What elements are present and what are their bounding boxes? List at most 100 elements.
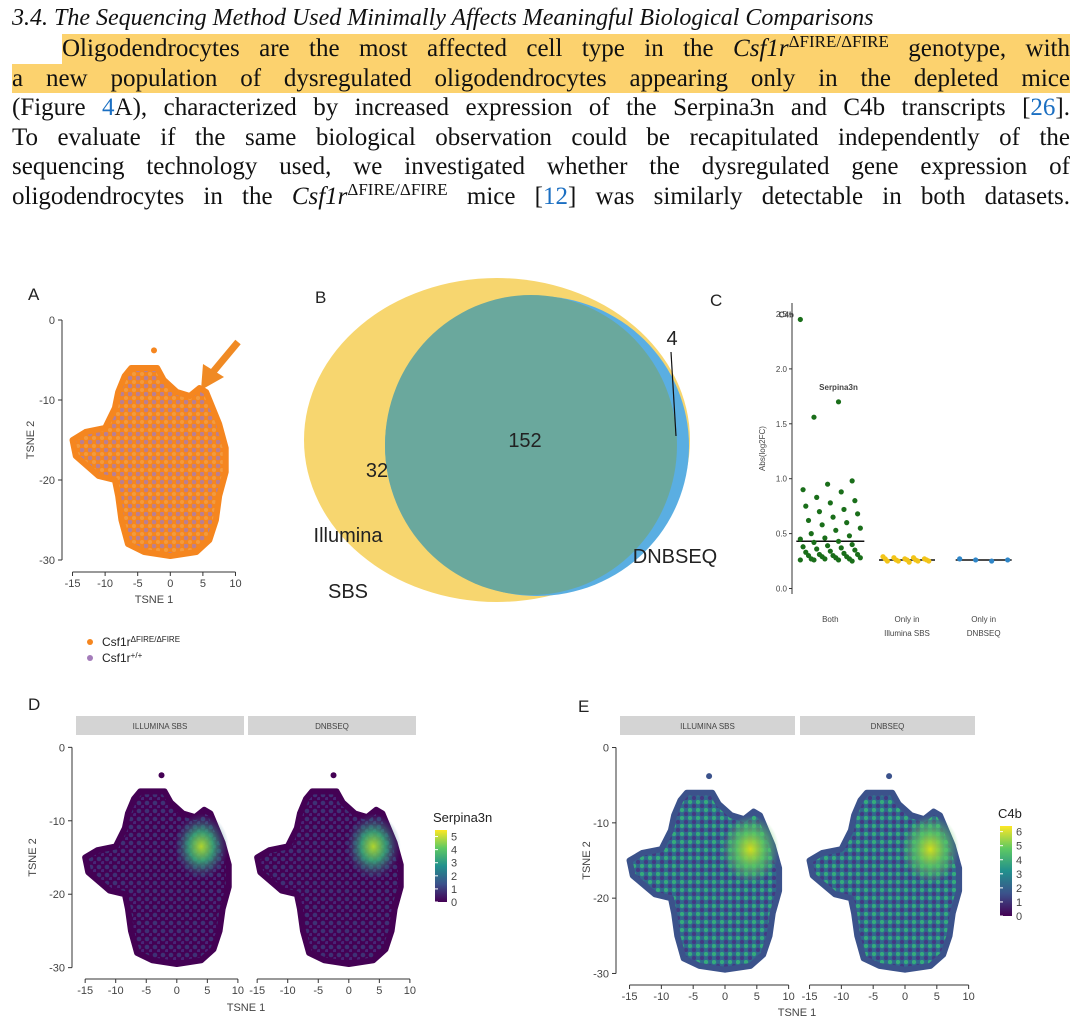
point bbox=[957, 556, 963, 562]
point bbox=[805, 517, 812, 524]
legend-swatch bbox=[87, 639, 93, 645]
point bbox=[989, 558, 995, 564]
y-tick-label: -30 bbox=[49, 963, 65, 975]
y-tick-label: -20 bbox=[593, 893, 609, 905]
x-tick-label: -5 bbox=[688, 991, 698, 1003]
point bbox=[825, 543, 831, 549]
colorbar-label: 1 bbox=[451, 884, 457, 896]
facet-label: DNBSEQ bbox=[871, 722, 905, 731]
arrow-shaft bbox=[210, 339, 241, 375]
facet-strip bbox=[248, 716, 416, 735]
point bbox=[855, 511, 861, 517]
panel-label: E bbox=[578, 697, 589, 716]
point bbox=[833, 527, 839, 533]
text-line: To evaluate if the same biological obser… bbox=[12, 123, 1070, 153]
point bbox=[830, 514, 836, 520]
facet-label: ILLUMINA SBS bbox=[680, 722, 735, 731]
panel-label: B bbox=[315, 288, 326, 307]
x-tick-label: -15 bbox=[802, 991, 818, 1003]
point bbox=[822, 535, 828, 541]
colorbar-label: 4 bbox=[1016, 855, 1022, 867]
x-tick-label: 10 bbox=[963, 991, 975, 1003]
text: ] was similarly detectable in both datas… bbox=[568, 182, 1070, 210]
point-label: Serpina3n bbox=[819, 383, 858, 392]
point bbox=[816, 509, 823, 515]
x-tick-label: -10 bbox=[108, 985, 124, 997]
x-tick-label: -10 bbox=[653, 991, 669, 1003]
text: (Figure bbox=[12, 94, 103, 121]
expression-hotspot bbox=[173, 813, 229, 880]
legend-text: Csf1r bbox=[102, 651, 131, 665]
colorbar bbox=[435, 830, 447, 902]
point bbox=[926, 558, 932, 564]
point bbox=[973, 557, 979, 563]
cell-cloud bbox=[330, 772, 337, 779]
panel-label: C bbox=[710, 291, 722, 310]
point bbox=[814, 546, 820, 552]
figure-link[interactable]: 4 bbox=[102, 94, 115, 121]
arrow-head bbox=[201, 364, 224, 390]
cell-cloud bbox=[886, 773, 893, 780]
point bbox=[846, 533, 853, 539]
y-tick-label: 1.5 bbox=[776, 420, 788, 429]
y-tick-label: -10 bbox=[593, 818, 609, 830]
legend-sup: ΔFIRE/ΔFIRE bbox=[131, 635, 180, 644]
text-line: sequencing technology used, we investiga… bbox=[12, 152, 1070, 182]
facet-strip bbox=[620, 716, 795, 735]
x-tick-label: 10 bbox=[404, 985, 416, 997]
y-tick-label: 2.0 bbox=[776, 365, 788, 374]
x-tick-label: -15 bbox=[77, 985, 93, 997]
expression-hotspot bbox=[345, 813, 401, 880]
text-line: oligodendrocytes in the Csf1rΔFIRE/ΔFIRE… bbox=[12, 181, 1070, 212]
x-tick-label: 5 bbox=[200, 578, 206, 590]
x-axis-title: TSNE 1 bbox=[227, 1002, 266, 1014]
text: mice [ bbox=[447, 182, 544, 210]
y-tick-label: -10 bbox=[39, 395, 55, 407]
point bbox=[797, 557, 803, 563]
y-axis-title: TSNE 2 bbox=[27, 838, 39, 877]
x-tick-label: -10 bbox=[280, 985, 296, 997]
point bbox=[835, 399, 842, 405]
cell-cloud bbox=[69, 365, 229, 559]
point bbox=[827, 500, 833, 506]
colorbar-label: 0 bbox=[1016, 911, 1022, 923]
text: A), characterized by increased expressio… bbox=[114, 94, 1031, 121]
text-line: (Figure 4A), characterized by increased … bbox=[12, 93, 1070, 123]
x-tick-label: -15 bbox=[65, 578, 81, 590]
x-tick-label: -5 bbox=[868, 991, 878, 1003]
point bbox=[895, 558, 901, 564]
gene: Csf1r bbox=[291, 182, 348, 210]
cell-cloud bbox=[151, 347, 157, 354]
text: sequencing technology used, we investiga… bbox=[12, 153, 1070, 180]
point bbox=[849, 558, 855, 564]
text: ]. bbox=[1055, 94, 1070, 121]
text: To evaluate if the same biological obser… bbox=[12, 123, 1070, 151]
x-tick-label: 0 bbox=[722, 991, 728, 1003]
citation-link[interactable]: 12 bbox=[543, 182, 569, 210]
point bbox=[835, 538, 842, 544]
y-tick-label: 0.5 bbox=[776, 530, 788, 539]
cell-cloud bbox=[158, 772, 165, 779]
y-axis-title: TSNE 2 bbox=[25, 421, 37, 460]
x-tick-label: 0 bbox=[167, 578, 173, 590]
x-tick-label: 0 bbox=[902, 991, 908, 1003]
y-tick-label: -20 bbox=[39, 475, 55, 487]
point bbox=[835, 557, 842, 563]
point bbox=[884, 558, 890, 564]
x-axis-title: TSNE 1 bbox=[778, 1007, 817, 1019]
venn-pointer bbox=[670, 351, 677, 437]
point bbox=[827, 548, 833, 554]
colorbar-label: 3 bbox=[451, 858, 457, 870]
colorbar-label: 0 bbox=[451, 897, 457, 909]
x-axis-title: TSNE 1 bbox=[135, 594, 174, 606]
point bbox=[814, 494, 820, 500]
x-tick-label: -5 bbox=[133, 578, 143, 590]
facet-label: ILLUMINA SBS bbox=[133, 722, 188, 731]
point bbox=[852, 498, 858, 504]
point bbox=[849, 478, 855, 484]
point bbox=[819, 522, 825, 528]
colorbar-label: 4 bbox=[451, 845, 457, 857]
point bbox=[857, 525, 863, 531]
x-tick-label: -15 bbox=[249, 985, 265, 997]
citation-link[interactable]: 26 bbox=[1030, 94, 1056, 121]
